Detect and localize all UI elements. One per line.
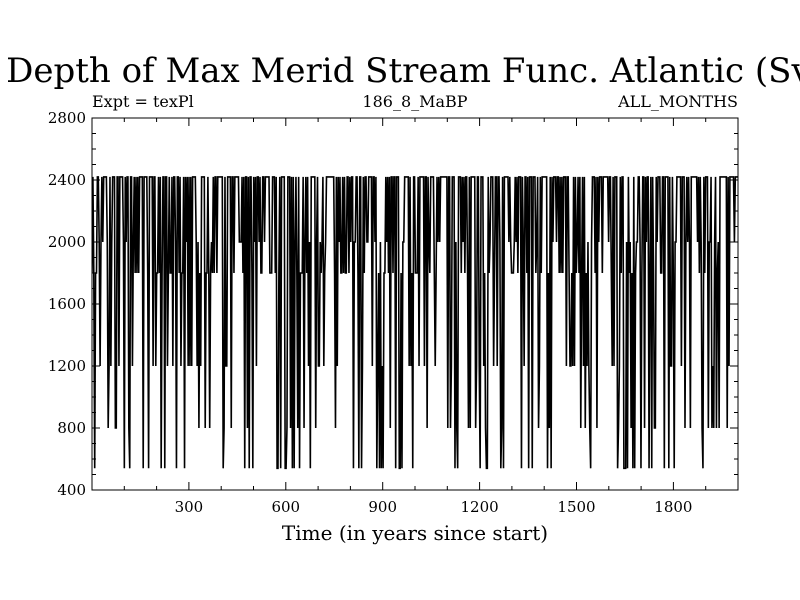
x-tick-label: 1800 [654, 498, 692, 516]
series-line [92, 176, 738, 470]
y-tick-label: 2800 [48, 109, 86, 127]
y-tick-label: 2400 [48, 171, 86, 189]
y-tick-label: 2000 [48, 233, 86, 251]
x-tick-label: 1200 [461, 498, 499, 516]
y-tick-label: 800 [57, 419, 86, 437]
plot-area: 400 800 1200 1600 2000 2400 2800 300 600 900 1200 1… [48, 109, 739, 516]
x-tick-label: 300 [175, 498, 204, 516]
y-tick-label: 1600 [48, 295, 86, 313]
y-tick-label: 400 [57, 481, 86, 499]
x-axis-label: Time (in years since start) [282, 521, 548, 545]
x-tick-label: 600 [271, 498, 300, 516]
chart-title: Depth of Max Merid Stream Func. Atlantic… [6, 51, 800, 91]
subtitle-right: ALL_MONTHS [617, 92, 738, 111]
x-tick-label: 900 [368, 498, 397, 516]
subtitle-center: 186_8_MaBP [362, 92, 467, 111]
y-tick-label: 1200 [48, 357, 86, 375]
subtitle-left: Expt = texPl [92, 92, 194, 111]
x-tick-label: 1500 [557, 498, 595, 516]
